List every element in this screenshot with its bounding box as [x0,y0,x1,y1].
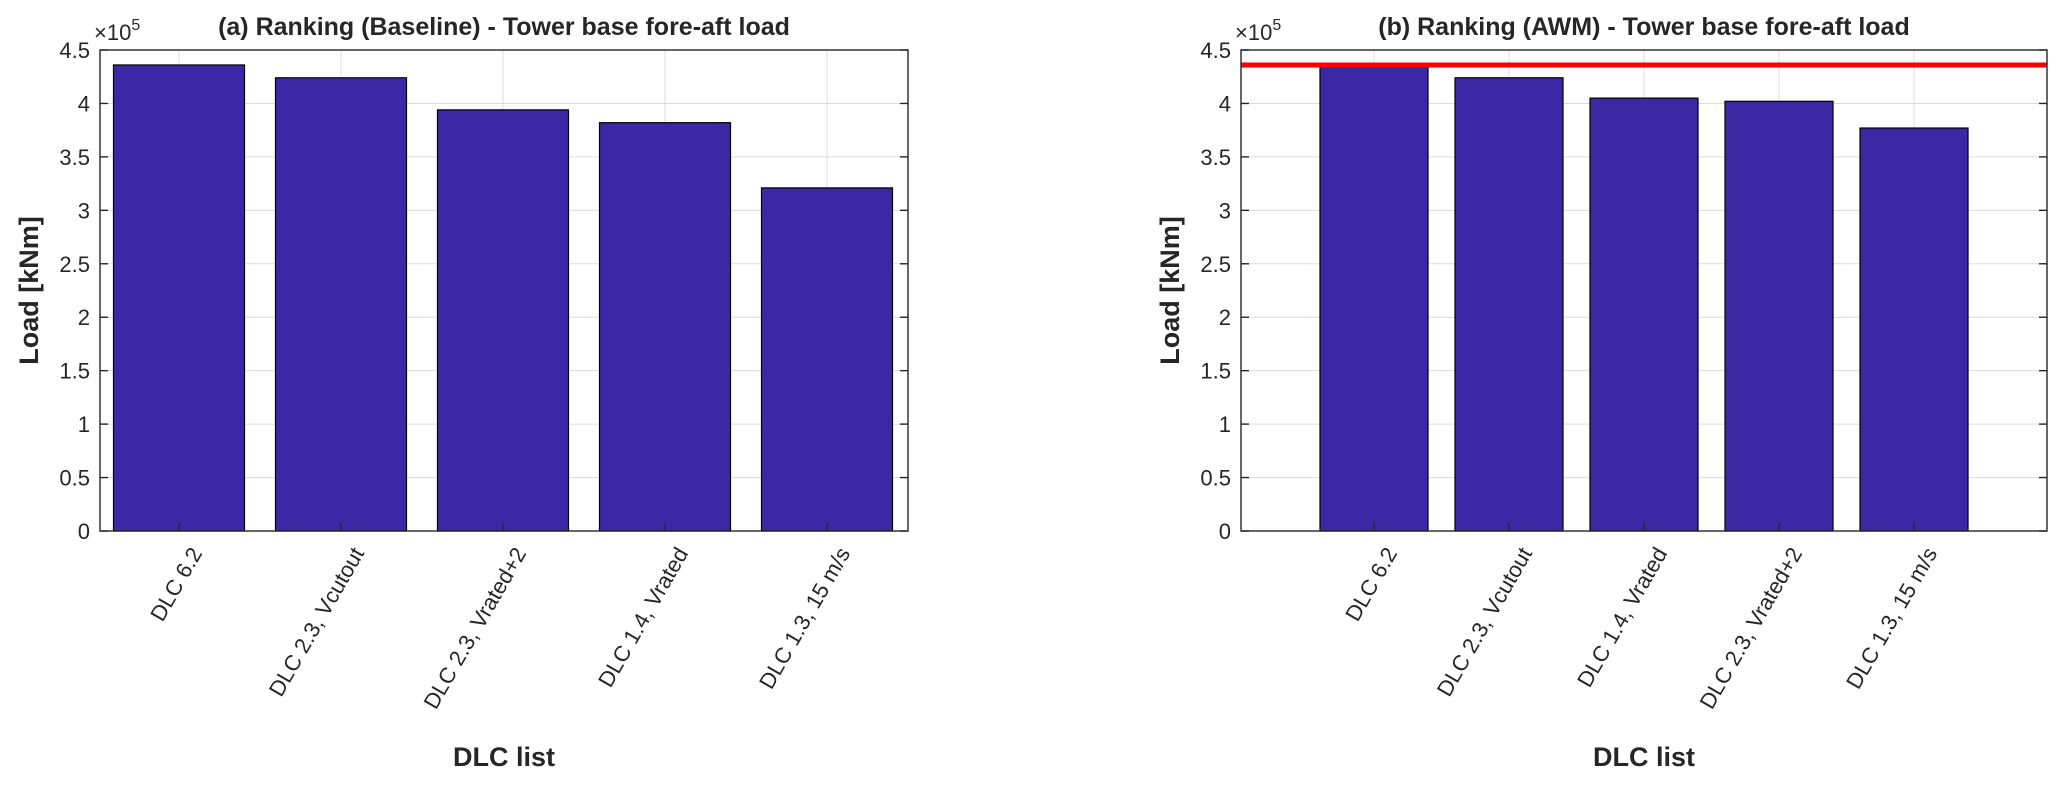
bar-4 [598,122,732,532]
y-tick-label: 4.5 [1200,38,1231,63]
y-tick-label: 0.5 [59,466,90,491]
y-axis-label: Load [kNm] [1155,216,1185,365]
y-tick-label: 4 [1219,91,1231,116]
bar-2 [274,77,408,532]
x-tick-label: DLC 6.2 [1340,543,1402,625]
x-axis-label: DLC list [453,742,555,772]
y-tick-label: 3 [78,198,90,223]
x-tick-label: DLC 1.4, Vrated [593,543,693,691]
x-tick-label: DLC 2.3, Vcutout [1432,543,1537,701]
bar-4 [1724,100,1834,532]
bar-5 [1859,127,1969,532]
x-axis-label: DLC list [1593,742,1695,772]
y-tick-label: 1.5 [1200,359,1231,384]
y-tick-label: 3 [1219,198,1231,223]
y-axis-label: Load [kNm] [14,216,44,365]
y-tick-label: 2.5 [1200,252,1231,277]
y-tick-label: 0 [78,519,90,544]
chart-title: (a) Ranking (Baseline) - Tower base fore… [218,13,790,41]
x-tick-label: DLC 6.2 [145,543,207,625]
chart-title: (b) Ranking (AWM) - Tower base fore-aft … [1378,13,1909,41]
y-tick-label: 1.5 [59,359,90,384]
y-tick-label: 0.5 [1200,466,1231,491]
x-tick-label: DLC 2.3, Vrated+2 [419,543,532,713]
axes-box [99,49,909,532]
x-tick-label: DLC 2.3, Vcutout [264,543,369,701]
bar-1 [1319,66,1429,532]
y-tick-label: 0 [1219,519,1231,544]
bar-2 [1454,77,1564,532]
y-tick-label: 2 [78,305,90,330]
chart-b-awm-ranking: 0 0.5 1 1.5 2 2.5 3 3.5 4 4.5 DLC 6.2 DLC 2.3, Vcut… [1155,13,2048,772]
y-tick-label: 1 [78,412,90,437]
y-tick-label: 4.5 [59,38,90,63]
y-tick-label: 1 [1219,412,1231,437]
bar-1 [112,64,246,532]
x-tick-label: DLC 1.4, Vrated [1572,543,1672,691]
bar-3 [1589,97,1699,532]
y-tick-label: 4 [78,91,90,116]
bar-3 [436,109,570,532]
bar-5 [760,187,894,532]
y-exponent-label: ×105 [1235,17,1281,45]
chart-a-baseline-ranking: 0 0.5 1 1.5 2 2.5 3 3.5 4 4.5 DLC 6.2 DLC 2.3, Vcut… [14,13,909,772]
y-exponent-label: ×105 [94,17,140,45]
y-tick-label: 2.5 [59,252,90,277]
x-tick-label: DLC 2.3, Vrated+2 [1695,543,1808,713]
y-tick-label: 2 [1219,305,1231,330]
y-tick-label: 3.5 [1200,145,1231,170]
x-tick-label: DLC 1.3, 15 m/s [1841,543,1942,693]
y-tick-label: 3.5 [59,145,90,170]
x-tick-label: DLC 1.3, 15 m/s [754,543,855,693]
